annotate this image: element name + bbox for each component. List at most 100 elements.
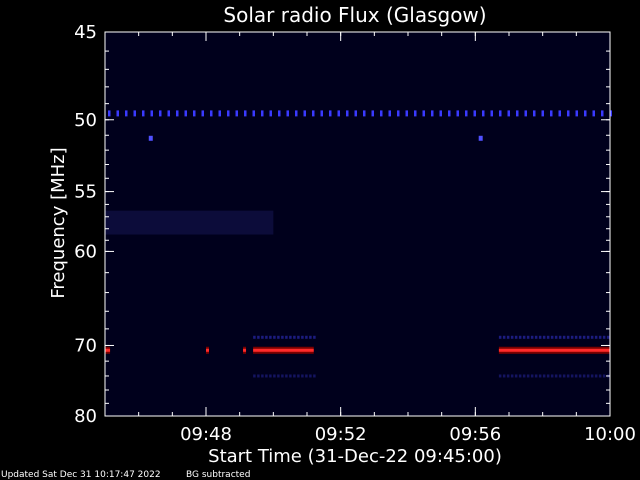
- weak-band-dash: [253, 374, 256, 378]
- emission-dash: [193, 110, 196, 117]
- emission-dash: [108, 110, 111, 117]
- weak-band-dash: [530, 374, 534, 378]
- weak-band-dash: [265, 374, 268, 378]
- weak-band-dash: [502, 335, 506, 339]
- weak-band-dash: [526, 335, 530, 339]
- weak-band-dash: [594, 374, 598, 378]
- weak-band-dash: [602, 374, 606, 378]
- x-tick-label: 09:56: [449, 424, 501, 445]
- weak-band-dash: [510, 335, 514, 339]
- weak-band-dash: [514, 335, 518, 339]
- emission-dash: [312, 110, 315, 117]
- emission-dash: [337, 110, 340, 117]
- weak-band-dash: [574, 335, 578, 339]
- y-tick-label: 70: [74, 335, 97, 356]
- emission-dash: [303, 110, 306, 117]
- emission-dot: [478, 135, 483, 141]
- weak-band-dash: [606, 335, 610, 339]
- emission-dash: [550, 110, 553, 117]
- emission-dash: [380, 110, 383, 117]
- emission-dash: [329, 110, 332, 117]
- emission-dash: [167, 110, 170, 117]
- weak-band-dash: [281, 335, 284, 339]
- emission-dash: [533, 110, 536, 117]
- weak-band-dash: [297, 374, 300, 378]
- y-axis-label: Frequency [MHz]: [48, 147, 69, 298]
- weak-band-dash: [558, 374, 562, 378]
- weak-band-dash: [598, 335, 602, 339]
- band-core: [253, 348, 314, 352]
- emission-dash: [601, 110, 604, 117]
- emission-dash: [176, 110, 179, 117]
- emission-dash: [371, 110, 374, 117]
- emission-dash: [448, 110, 451, 117]
- emission-line-49mhz: [108, 110, 612, 117]
- emission-dash: [499, 110, 502, 117]
- y-tick-label: 50: [74, 110, 97, 131]
- weak-band-dash: [301, 335, 304, 339]
- weak-band-dash: [522, 335, 526, 339]
- band-core: [243, 348, 247, 352]
- weak-band-dash: [253, 335, 256, 339]
- emission-dash: [465, 110, 468, 117]
- weak-band-dash: [273, 335, 276, 339]
- weak-band-dash: [570, 335, 574, 339]
- weak-band-dash: [546, 335, 550, 339]
- strong-band-segment: [498, 346, 610, 354]
- weak-band-segment: [498, 335, 610, 339]
- emission-dash: [210, 110, 213, 117]
- weak-band-dash: [265, 335, 268, 339]
- weak-band-dash: [534, 374, 538, 378]
- emission-dash: [244, 110, 247, 117]
- plot-area: [105, 32, 612, 416]
- emission-dash: [592, 110, 595, 117]
- chart-title: Solar radio Flux (Glasgow): [223, 3, 486, 27]
- emission-dash: [142, 110, 145, 117]
- y-tick-label: 60: [74, 241, 97, 262]
- emission-dash: [354, 110, 357, 117]
- weak-band-dash: [562, 335, 566, 339]
- weak-band-dash: [554, 335, 558, 339]
- emission-dash: [490, 110, 493, 117]
- weak-band-dash: [510, 374, 514, 378]
- weak-band-dash: [602, 335, 606, 339]
- haze-region: [105, 210, 274, 235]
- emission-dash: [524, 110, 527, 117]
- weak-band-dash: [574, 374, 578, 378]
- plot-frame: [104, 31, 611, 417]
- weak-band-dash: [578, 335, 582, 339]
- emission-dash: [422, 110, 425, 117]
- emission-dash: [456, 110, 459, 117]
- weak-band-dash: [550, 335, 554, 339]
- weak-band-dash: [313, 374, 316, 378]
- emission-dash: [558, 110, 561, 117]
- weak-band-dash: [530, 335, 534, 339]
- emission-dash: [363, 110, 366, 117]
- weak-band-dash: [538, 374, 542, 378]
- strong-band-segment: [243, 346, 247, 354]
- emission-dash: [584, 110, 587, 117]
- weak-band-dash: [289, 335, 292, 339]
- weak-band-dash: [582, 335, 586, 339]
- weak-band-dash: [309, 335, 312, 339]
- weak-band-dash: [261, 374, 264, 378]
- weak-band-dash: [285, 335, 288, 339]
- weak-band-segment: [253, 374, 316, 378]
- emission-dash: [252, 110, 255, 117]
- emission-dot: [148, 135, 153, 141]
- emission-dash: [388, 110, 391, 117]
- emission-dash: [235, 110, 238, 117]
- emission-dash: [541, 110, 544, 117]
- strong-band-segment: [253, 346, 314, 354]
- weak-band-dash: [518, 335, 522, 339]
- weak-band-dash: [273, 374, 276, 378]
- background-mode: BG subtracted: [186, 470, 251, 480]
- weak-band-dash: [566, 374, 570, 378]
- weak-band-dash: [506, 335, 510, 339]
- emission-dash: [218, 110, 221, 117]
- weak-band-dash: [293, 374, 296, 378]
- x-axis-label: Start Time (31-Dec-22 09:45:00): [208, 446, 502, 467]
- y-tick-label: 55: [74, 182, 97, 203]
- emission-dash: [516, 110, 519, 117]
